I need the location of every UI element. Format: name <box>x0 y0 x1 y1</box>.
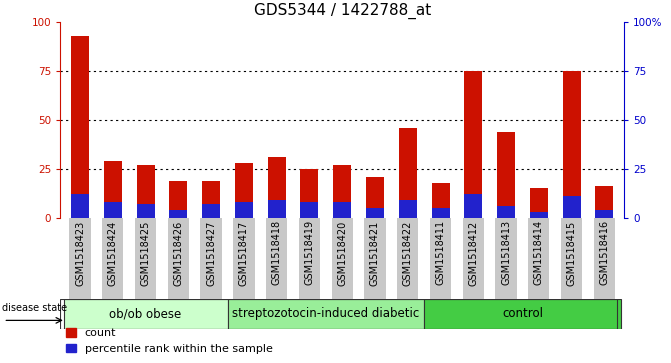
Bar <box>201 218 222 299</box>
Text: GSM1518423: GSM1518423 <box>75 220 85 286</box>
Bar <box>333 165 351 218</box>
Bar <box>169 180 187 218</box>
Bar <box>431 183 450 218</box>
Bar <box>431 208 450 218</box>
Bar <box>430 218 451 299</box>
Bar <box>71 36 89 218</box>
Text: GSM1518427: GSM1518427 <box>206 220 216 286</box>
Text: ob/ob obese: ob/ob obese <box>109 307 182 321</box>
Bar <box>135 218 156 299</box>
Bar <box>562 196 580 218</box>
Bar <box>169 210 187 218</box>
Bar <box>464 194 482 218</box>
Text: disease state: disease state <box>2 303 68 313</box>
Text: GSM1518411: GSM1518411 <box>435 220 446 285</box>
Bar <box>497 206 515 218</box>
Title: GDS5344 / 1422788_at: GDS5344 / 1422788_at <box>254 3 431 19</box>
Bar <box>366 177 384 218</box>
Bar <box>227 299 424 329</box>
Bar <box>464 71 482 218</box>
Bar <box>64 299 227 329</box>
Text: GSM1518422: GSM1518422 <box>403 220 413 286</box>
Bar <box>301 169 319 218</box>
Bar <box>268 200 286 218</box>
Bar <box>366 208 384 218</box>
Bar <box>424 299 621 329</box>
Bar <box>168 218 189 299</box>
Bar <box>364 218 386 299</box>
Bar <box>299 218 320 299</box>
Text: GSM1518421: GSM1518421 <box>370 220 380 286</box>
Bar <box>528 218 550 299</box>
Bar <box>104 161 122 218</box>
Bar <box>595 210 613 218</box>
Text: GSM1518416: GSM1518416 <box>599 220 609 285</box>
Text: GSM1518419: GSM1518419 <box>305 220 315 285</box>
Text: streptozotocin-induced diabetic: streptozotocin-induced diabetic <box>232 307 419 321</box>
Bar <box>301 202 319 218</box>
Bar <box>137 204 154 218</box>
Bar <box>595 187 613 218</box>
Text: GSM1518425: GSM1518425 <box>141 220 150 286</box>
Bar <box>495 218 517 299</box>
Bar <box>562 71 580 218</box>
Bar <box>202 204 220 218</box>
Bar <box>235 163 253 218</box>
Bar <box>399 128 417 218</box>
Bar <box>266 218 287 299</box>
Bar <box>397 218 419 299</box>
Bar <box>234 218 254 299</box>
Bar <box>104 202 122 218</box>
Text: GSM1518418: GSM1518418 <box>272 220 282 285</box>
Text: GSM1518417: GSM1518417 <box>239 220 249 286</box>
Bar <box>331 218 353 299</box>
Bar <box>69 218 91 299</box>
Bar <box>561 218 582 299</box>
Bar <box>530 212 548 218</box>
Bar <box>594 218 615 299</box>
Text: GSM1518426: GSM1518426 <box>173 220 183 286</box>
Bar <box>333 202 351 218</box>
Bar <box>137 165 154 218</box>
Bar <box>497 131 515 218</box>
Text: GSM1518420: GSM1518420 <box>338 220 347 286</box>
Text: GSM1518413: GSM1518413 <box>501 220 511 285</box>
Text: control: control <box>502 307 543 321</box>
Bar <box>71 194 89 218</box>
Bar <box>268 157 286 218</box>
Text: GSM1518412: GSM1518412 <box>468 220 478 286</box>
Bar <box>235 202 253 218</box>
Text: GSM1518424: GSM1518424 <box>108 220 118 286</box>
Legend: count, percentile rank within the sample: count, percentile rank within the sample <box>66 328 272 354</box>
Text: GSM1518414: GSM1518414 <box>534 220 544 285</box>
Bar <box>530 188 548 218</box>
Text: GSM1518415: GSM1518415 <box>566 220 576 286</box>
Bar <box>399 200 417 218</box>
Bar <box>202 180 220 218</box>
Bar <box>462 218 484 299</box>
Bar <box>102 218 123 299</box>
